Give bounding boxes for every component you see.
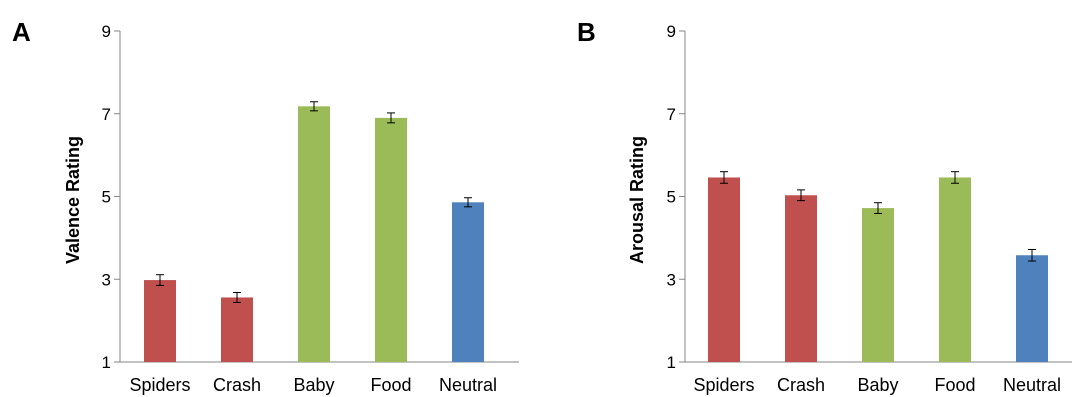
y-tick-label: 5 xyxy=(102,188,111,207)
bar xyxy=(144,280,176,362)
bar xyxy=(221,297,253,362)
error-bar xyxy=(233,291,241,303)
y-tick-label: 9 xyxy=(667,22,676,41)
panel-label-b: B xyxy=(577,17,596,47)
y-tick-label: 1 xyxy=(102,353,111,372)
panel-a: A Valence Rating 1 3 5 7 9 Spiders Crash Baby Fo… xyxy=(12,17,519,395)
x-tick-label: Spiders xyxy=(693,375,754,395)
panel-label-a: A xyxy=(12,17,31,47)
x-tick-label: Spiders xyxy=(129,375,190,395)
bar xyxy=(708,177,740,362)
x-tick-label: Baby xyxy=(857,375,898,395)
x-tick-label: Neutral xyxy=(1003,375,1061,395)
error-bar xyxy=(387,112,395,124)
error-bar xyxy=(464,197,472,208)
bar xyxy=(939,177,971,362)
error-bar xyxy=(874,202,882,214)
plot-area-a: 1 3 5 7 9 Spiders Crash Baby Food Neutral xyxy=(102,22,519,395)
y-tick-label: 3 xyxy=(667,270,676,289)
error-bar xyxy=(797,189,805,202)
error-bar xyxy=(310,101,318,112)
y-tick-label: 5 xyxy=(667,188,676,207)
panel-b: B Arousal Rating 1 3 5 7 9 Spiders Crash Baby Fo… xyxy=(577,17,1072,395)
bar xyxy=(452,202,484,362)
y-tick-label: 3 xyxy=(102,270,111,289)
error-bar xyxy=(720,171,728,184)
bar xyxy=(862,208,894,362)
y-axis-title-b: Arousal Rating xyxy=(627,136,647,264)
x-tick-label: Baby xyxy=(293,375,334,395)
x-tick-label: Food xyxy=(934,375,975,395)
bar xyxy=(298,106,330,363)
y-tick-label: 1 xyxy=(667,353,676,372)
plot-area-b: 1 3 5 7 9 Spiders Crash Baby Food Neutral xyxy=(667,22,1072,395)
x-tick-label: Food xyxy=(370,375,411,395)
bar xyxy=(375,117,407,362)
error-bar xyxy=(1028,248,1036,262)
x-tick-label: Crash xyxy=(213,375,261,395)
x-tick-label: Crash xyxy=(777,375,825,395)
error-bar xyxy=(156,274,164,286)
y-tick-label: 7 xyxy=(102,105,111,124)
bar xyxy=(1016,255,1048,362)
y-tick-label: 9 xyxy=(102,22,111,41)
bar xyxy=(785,195,817,362)
error-bar xyxy=(951,171,959,184)
x-tick-label: Neutral xyxy=(439,375,497,395)
y-tick-label: 7 xyxy=(667,105,676,124)
y-axis-title-a: Valence Rating xyxy=(63,136,83,264)
